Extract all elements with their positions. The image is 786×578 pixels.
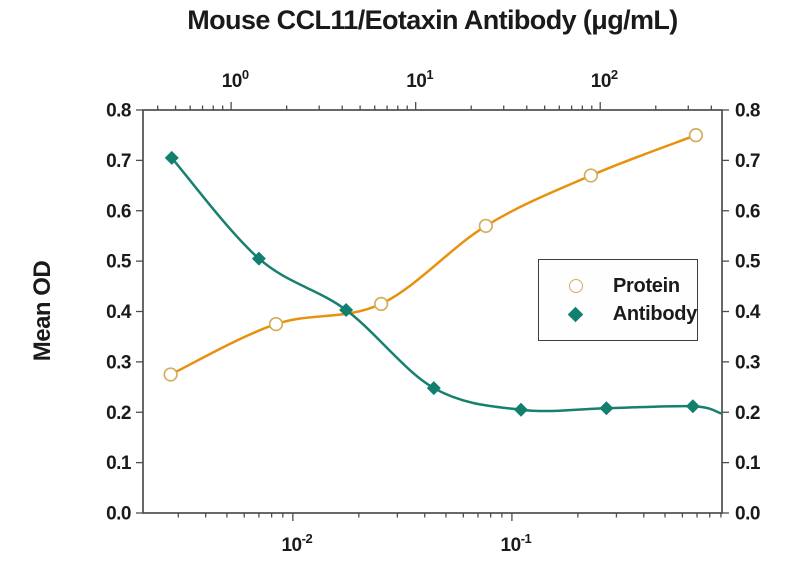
right-axis-tick-label: 0.3 xyxy=(735,352,760,373)
protein-marker-cell xyxy=(539,279,613,293)
right-axis-tick-label: 0.8 xyxy=(735,101,760,122)
left-axis-tick-label: 0.2 xyxy=(106,403,131,424)
antibody-data-point xyxy=(599,401,614,416)
legend: Protein Antibody xyxy=(538,259,698,341)
bottom-axis-major-label: 10-2 xyxy=(281,531,312,556)
protein-open-circle-icon xyxy=(569,279,583,293)
left-axis-tick-label: 0.3 xyxy=(106,352,131,373)
right-axis-tick-label: 0.4 xyxy=(735,302,761,323)
left-axis-tick-label: 0.1 xyxy=(106,453,132,474)
antibody-diamond-icon xyxy=(568,306,584,322)
left-axis-tick-label: 0.6 xyxy=(106,201,131,222)
antibody-data-point xyxy=(426,381,441,396)
right-axis-tick-label: 0.2 xyxy=(735,403,760,424)
legend-label-antibody: Antibody xyxy=(612,302,698,325)
top-axis-major-label: 100 xyxy=(222,67,249,92)
bottom-axis-major-label: 10-1 xyxy=(501,531,532,556)
protein-fit-curve xyxy=(169,133,698,376)
protein-data-point xyxy=(163,367,178,382)
antibody-marker-cell xyxy=(539,306,613,322)
legend-label-protein: Protein xyxy=(613,274,680,297)
chart-title: Mouse CCL11/Eotaxin Antibody (μg/mL) xyxy=(187,5,678,35)
right-axis-tick-label: 0.7 xyxy=(735,151,760,172)
right-axis-tick-label: 0.0 xyxy=(735,504,760,525)
right-axis-tick-label: 0.5 xyxy=(735,252,761,273)
protein-data-point xyxy=(583,168,599,183)
protein-data-point xyxy=(268,316,284,332)
left-axis-tick-label: 0.5 xyxy=(106,252,132,273)
antibody-data-point xyxy=(685,399,700,414)
top-axis-major-label: 102 xyxy=(591,67,618,92)
antibody-data-point xyxy=(513,402,528,417)
protein-data-point xyxy=(373,296,389,312)
top-axis-major-label: 101 xyxy=(406,67,433,92)
left-axis-tick-label: 0.0 xyxy=(106,504,131,525)
legend-item-protein: Protein xyxy=(539,272,697,300)
left-axis-tick-label: 0.8 xyxy=(106,101,131,122)
right-axis-tick-label: 0.1 xyxy=(735,453,761,474)
protein-data-point xyxy=(688,128,704,143)
antibody-data-point xyxy=(251,251,266,266)
antibody-data-point xyxy=(164,150,179,165)
protein-data-point xyxy=(478,218,493,234)
legend-item-antibody: Antibody xyxy=(539,300,697,328)
right-axis-tick-label: 0.6 xyxy=(735,201,760,222)
antibody-data-point xyxy=(339,302,354,317)
left-axis-tick-label: 0.7 xyxy=(106,151,131,172)
left-axis-tick-label: 0.4 xyxy=(106,302,132,323)
